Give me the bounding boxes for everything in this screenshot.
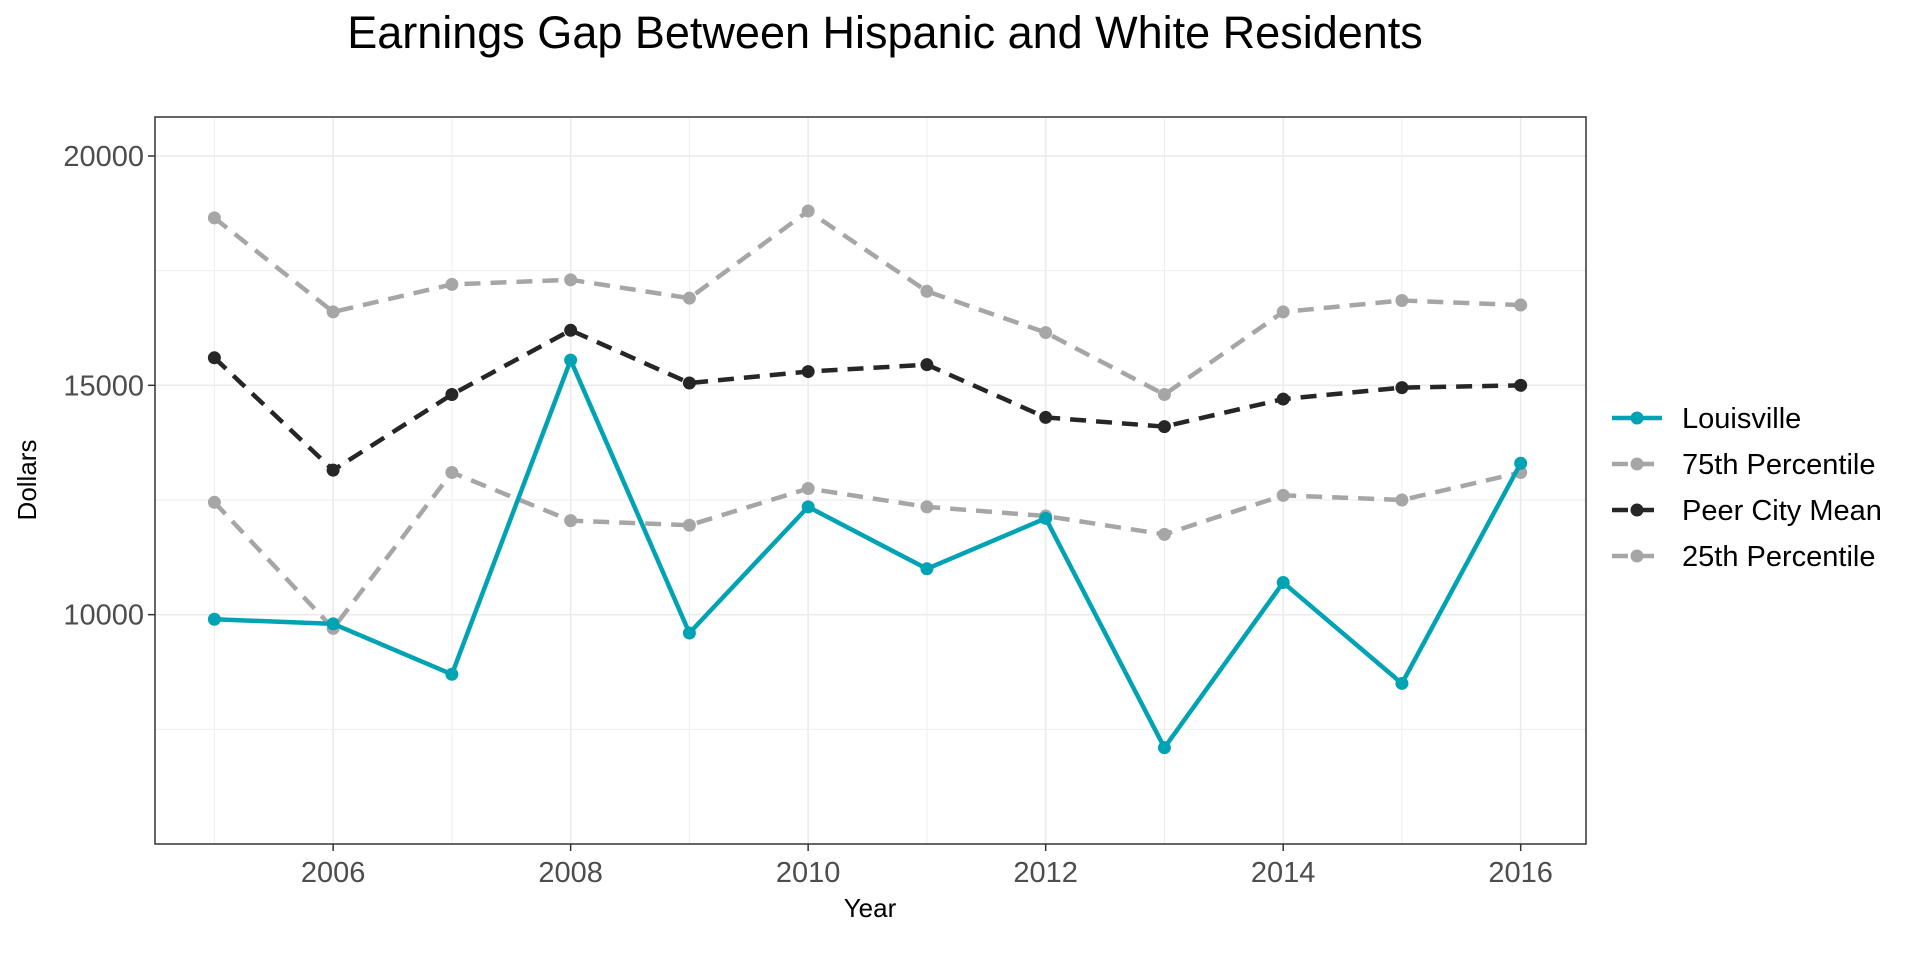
- x-axis-title: Year: [844, 893, 897, 923]
- data-point-25th-percentile: [682, 518, 696, 532]
- data-point-75th-percentile: [801, 204, 815, 218]
- data-point-75th-percentile: [920, 284, 934, 298]
- data-point-25th-percentile: [207, 495, 221, 509]
- legend-key-point: [1630, 503, 1644, 517]
- data-point-75th-percentile: [1039, 326, 1053, 340]
- y-tick-label: 15000: [63, 370, 144, 402]
- data-point-peer-city-mean: [326, 463, 340, 477]
- series-peer-city-mean: [207, 323, 1528, 477]
- data-point-75th-percentile: [207, 211, 221, 225]
- data-point-75th-percentile: [1276, 305, 1290, 319]
- data-point-louisville: [1039, 511, 1053, 525]
- data-point-peer-city-mean: [1157, 420, 1171, 434]
- data-point-louisville: [1514, 456, 1528, 470]
- legend-label: Peer City Mean: [1682, 495, 1882, 527]
- legend-label: 75th Percentile: [1682, 449, 1875, 481]
- data-point-peer-city-mean: [445, 387, 459, 401]
- data-point-louisville: [801, 500, 815, 514]
- data-point-peer-city-mean: [920, 358, 934, 372]
- x-tick-label: 2006: [301, 857, 366, 889]
- data-point-75th-percentile: [1157, 387, 1171, 401]
- plot-border: [154, 116, 1587, 845]
- data-point-peer-city-mean: [207, 351, 221, 365]
- x-tick-label: 2008: [538, 857, 603, 889]
- legend-item-louisville: Louisville: [1612, 403, 1801, 435]
- y-axis-title: Dollars: [12, 440, 42, 521]
- data-point-25th-percentile: [564, 514, 578, 528]
- y-tick-label: 10000: [63, 600, 144, 632]
- data-point-75th-percentile: [445, 277, 459, 291]
- data-point-75th-percentile: [1514, 298, 1528, 312]
- data-point-25th-percentile: [801, 482, 815, 496]
- data-point-peer-city-mean: [801, 365, 815, 379]
- y-tick-label: 20000: [63, 141, 144, 173]
- x-tick-label: 2012: [1013, 857, 1078, 889]
- data-point-peer-city-mean: [1395, 381, 1409, 395]
- data-point-25th-percentile: [1276, 488, 1290, 502]
- data-point-louisville: [1276, 576, 1290, 590]
- data-point-25th-percentile: [1395, 493, 1409, 507]
- data-point-louisville: [326, 617, 340, 631]
- x-tick-label: 2016: [1488, 857, 1553, 889]
- plot-background: [155, 117, 1586, 844]
- data-point-peer-city-mean: [1514, 378, 1528, 392]
- data-point-louisville: [682, 626, 696, 640]
- data-point-peer-city-mean: [1039, 410, 1053, 424]
- data-point-peer-city-mean: [1276, 392, 1290, 406]
- data-point-25th-percentile: [445, 465, 459, 479]
- data-point-25th-percentile: [1157, 527, 1171, 541]
- data-point-louisville: [920, 562, 934, 576]
- data-point-louisville: [1157, 741, 1171, 755]
- legend-key-point: [1630, 549, 1644, 563]
- data-point-75th-percentile: [682, 291, 696, 305]
- legend-key-point: [1630, 457, 1644, 471]
- legend-key-point: [1630, 411, 1644, 425]
- legend-label: Louisville: [1682, 403, 1801, 435]
- data-point-75th-percentile: [326, 305, 340, 319]
- legend-label: 25th Percentile: [1682, 541, 1875, 573]
- data-point-peer-city-mean: [564, 323, 578, 337]
- data-point-75th-percentile: [564, 273, 578, 287]
- series-line-75th-percentile: [212, 208, 1521, 397]
- series-layer: [207, 204, 1528, 755]
- plot-area: [154, 116, 1587, 845]
- legend-item-75th-percentile: 75th Percentile: [1612, 449, 1875, 481]
- data-point-75th-percentile: [1395, 293, 1409, 307]
- x-tick-label: 2010: [776, 857, 841, 889]
- data-point-louisville: [564, 353, 578, 367]
- chart-title: Earnings Gap Between Hispanic and White …: [347, 7, 1423, 58]
- x-tick-label: 2014: [1251, 857, 1316, 889]
- data-point-louisville: [207, 612, 221, 626]
- y-axis: 10000 15000 20000: [63, 141, 155, 632]
- series-75th-percentile: [207, 204, 1528, 401]
- series-line-peer-city-mean: [212, 328, 1521, 473]
- series-line-louisville: [214, 357, 1523, 750]
- data-point-peer-city-mean: [682, 376, 696, 390]
- legend-item-25th-percentile: 25th Percentile: [1612, 541, 1875, 573]
- data-point-louisville: [1395, 676, 1409, 690]
- data-point-louisville: [445, 667, 459, 681]
- x-axis: 2006 2008 2010 2012 2014 2016: [301, 844, 1553, 889]
- legend: Louisville 75th Percentile Peer City Mean 2…: [1612, 403, 1882, 573]
- series-louisville: [207, 353, 1528, 755]
- legend-item-peer-city-mean: Peer City Mean: [1612, 495, 1882, 527]
- data-point-25th-percentile: [920, 500, 934, 514]
